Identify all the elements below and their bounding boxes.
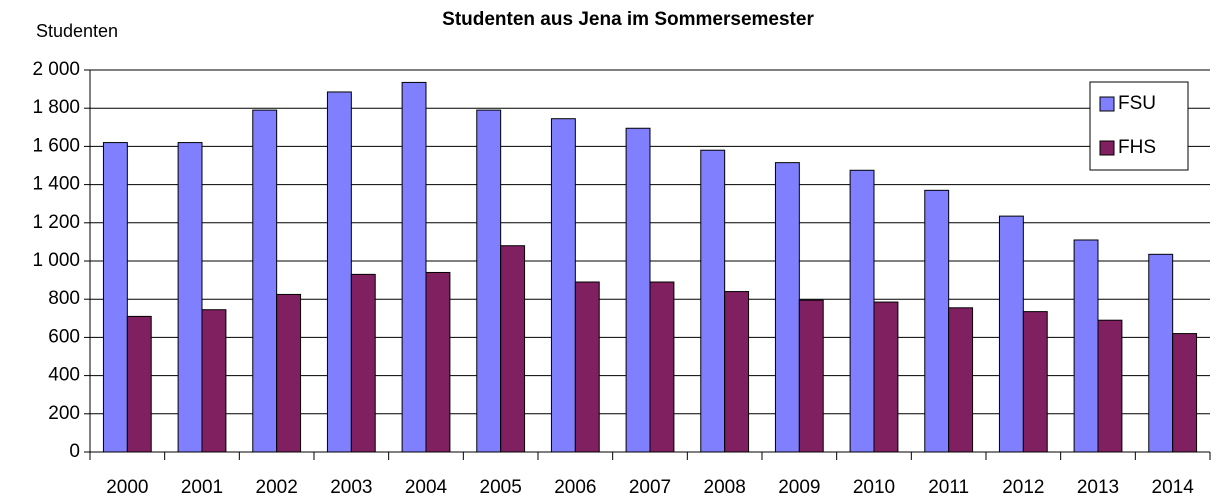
bar: [998, 215, 1024, 453]
bar: [724, 291, 750, 453]
bar: [326, 91, 352, 453]
y-tick-label: 2 000: [32, 59, 80, 80]
bar: [700, 149, 726, 453]
bar: [252, 109, 278, 453]
bar: [177, 142, 203, 453]
y-tick-label: 1 400: [32, 174, 80, 195]
bar: [574, 281, 600, 453]
x-tick-label: 2012: [1002, 477, 1044, 498]
bar: [924, 189, 950, 453]
bar: [401, 81, 427, 453]
bar: [798, 299, 824, 453]
bar: [102, 142, 128, 453]
legend-swatch: [1099, 140, 1115, 156]
bar: [276, 293, 302, 453]
bar: [550, 118, 576, 453]
y-tick-label: 1 200: [32, 212, 80, 233]
bar: [1022, 311, 1048, 453]
x-tick-label: 2006: [554, 477, 596, 498]
bar: [1073, 239, 1099, 453]
x-tick-label: 2013: [1077, 477, 1119, 498]
y-tick-label: 200: [48, 403, 80, 424]
bar: [774, 162, 800, 453]
chart-title: Studenten aus Jena im Sommersemester: [442, 9, 814, 30]
x-tick-label: 2002: [256, 477, 298, 498]
y-tick-label: 0: [69, 441, 80, 462]
y-tick-label: 800: [48, 288, 80, 309]
x-tick-label: 2010: [853, 477, 895, 498]
x-tick-label: 2000: [106, 477, 148, 498]
x-tick-label: 2004: [405, 477, 448, 498]
y-axis-label: Studenten: [36, 21, 118, 41]
bar: [500, 245, 526, 453]
y-tick-label: 1 600: [32, 135, 80, 156]
bar: [201, 309, 227, 453]
bar: [126, 315, 152, 453]
bar: [476, 109, 502, 453]
bar: [1172, 333, 1198, 453]
bar: [350, 273, 376, 453]
x-tick-label: 2001: [181, 477, 223, 498]
legend-swatch: [1099, 96, 1115, 112]
x-tick-label: 2007: [629, 477, 671, 498]
x-tick-label: 2009: [778, 477, 820, 498]
x-tick-label: 2011: [928, 477, 969, 498]
x-tick-label: 2003: [330, 477, 372, 498]
x-tick-label: 2008: [704, 477, 746, 498]
bar: [649, 281, 675, 453]
bar: [948, 307, 974, 453]
bar: [873, 301, 899, 453]
bar: [1148, 253, 1174, 453]
x-tick-label: 2014: [1152, 477, 1195, 498]
y-tick-label: 400: [48, 365, 80, 386]
bar: [849, 169, 875, 453]
y-tick-label: 1 000: [32, 250, 80, 271]
y-tick-label: 1 800: [32, 97, 80, 118]
bar: [625, 127, 651, 453]
legend-label: FSU: [1118, 93, 1156, 114]
x-tick-label: 2005: [480, 477, 522, 498]
legend-label: FHS: [1118, 137, 1156, 158]
y-tick-label: 600: [48, 326, 80, 347]
bar: [1097, 319, 1123, 453]
bar: [425, 271, 451, 453]
